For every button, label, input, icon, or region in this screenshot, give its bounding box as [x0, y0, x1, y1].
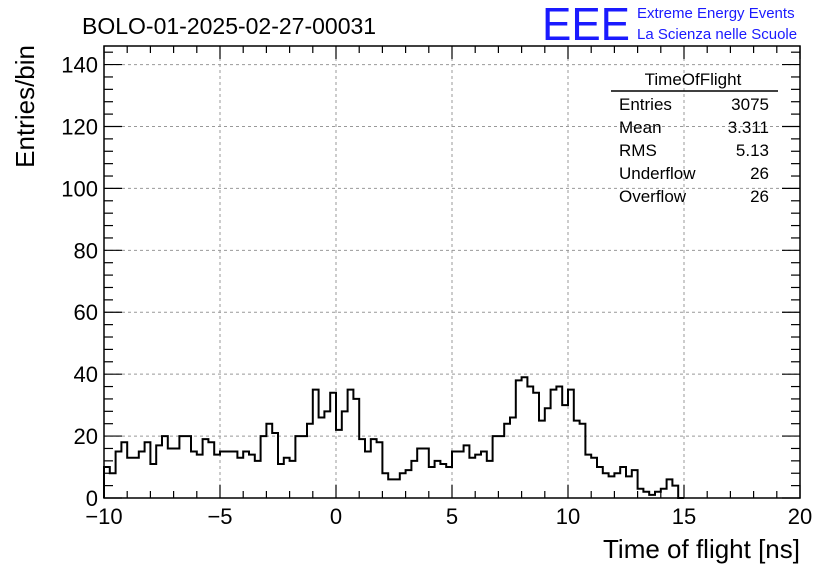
stats-row-value: 5.13	[736, 141, 769, 160]
histogram-bin	[475, 455, 481, 498]
histogram-bin	[539, 421, 545, 498]
x-tick-label: 20	[788, 504, 812, 529]
histogram-bin	[278, 464, 284, 498]
tick-labels: −10 −5 0 5 10 15 20 0 20 40 60 80 100 120 140	[61, 53, 812, 529]
x-axis-title: Time of flight [ns]	[603, 534, 800, 564]
histogram-bin	[191, 452, 197, 498]
stats-row-value: 3075	[731, 95, 769, 114]
histogram-bin	[429, 467, 435, 498]
axis-ticks	[103, 46, 801, 499]
histogram-bin	[487, 461, 493, 498]
stats-row-label: RMS	[619, 141, 657, 160]
histogram-bin	[545, 408, 551, 498]
histogram-outline	[103, 376, 684, 499]
eee-logo: EEE Extreme Energy Events La Scienza nel…	[542, 0, 797, 50]
y-tick-label: 120	[61, 114, 98, 139]
stats-rows: Entries 3075 Mean 3.311 RMS 5.13 Underflow 26 Ov…	[619, 95, 769, 206]
histogram-bin	[394, 479, 400, 498]
y-tick-label: 80	[74, 238, 98, 263]
y-tick-label: 140	[61, 53, 98, 78]
stats-row-label: Underflow	[619, 164, 696, 183]
stats-row-label: Mean	[619, 118, 662, 137]
stats-row-label: Entries	[619, 95, 672, 114]
histogram-bin	[458, 452, 464, 498]
histogram-bin	[440, 464, 446, 498]
histogram-bin	[574, 421, 580, 498]
histogram-bin	[127, 458, 133, 498]
x-tick-label: −5	[207, 504, 232, 529]
histogram-bin	[562, 405, 568, 498]
histogram-bin	[174, 448, 180, 498]
histogram-bin	[446, 467, 452, 498]
histogram-series	[103, 376, 684, 499]
histogram-bin	[220, 452, 226, 498]
histogram-bin	[406, 470, 412, 498]
y-tick-label: 20	[74, 424, 98, 449]
stats-row-value: 3.311	[728, 118, 769, 137]
x-tick-label: −10	[85, 504, 122, 529]
y-tick-label: 60	[74, 300, 98, 325]
y-axis-title: Entries/bin	[10, 45, 40, 168]
y-tick-label: 0	[86, 486, 98, 511]
x-tick-label: 10	[556, 504, 580, 529]
x-tick-label: 0	[330, 504, 342, 529]
y-tick-label: 100	[61, 176, 98, 201]
histogram-bin	[626, 476, 632, 498]
histogram-bin	[150, 464, 156, 498]
histogram-bin	[510, 418, 516, 498]
logo-line-1: Extreme Energy Events	[637, 5, 795, 22]
histogram-bin	[365, 452, 371, 498]
chart-title: BOLO-01-2025-02-27-00031	[82, 13, 376, 39]
stats-title: TimeOfFlight	[645, 70, 742, 89]
x-tick-label: 15	[672, 504, 696, 529]
histogram-bin	[197, 455, 203, 498]
histogram-bin	[609, 476, 615, 498]
y-tick-label: 40	[74, 362, 98, 387]
histogram-bin	[214, 455, 220, 498]
histogram-bin	[133, 458, 139, 498]
histogram-bin	[498, 436, 504, 498]
histogram-bin	[301, 436, 307, 498]
stats-row-label: Overflow	[619, 187, 687, 206]
histogram-bin	[527, 387, 533, 498]
stats-row-value: 26	[750, 164, 769, 183]
logo-mark: EEE	[542, 0, 630, 50]
histogram-bin	[585, 455, 591, 498]
histogram-bin	[319, 418, 325, 498]
histogram-bin	[469, 458, 475, 498]
histogram-bin	[168, 448, 174, 498]
histogram-bin	[255, 461, 261, 498]
histogram-bin	[290, 461, 296, 498]
histogram-bin	[336, 430, 342, 498]
histogram-bin	[237, 458, 243, 498]
histogram-bin	[388, 479, 394, 498]
grid	[104, 46, 800, 498]
histogram-bin	[522, 377, 528, 498]
stats-row-value: 26	[750, 187, 769, 206]
histogram-bin	[226, 452, 232, 498]
histogram-bin	[324, 411, 330, 498]
stats-box: TimeOfFlight Entries 3075 Mean 3.311 RMS 5.13…	[611, 70, 778, 206]
x-tick-label: 5	[446, 504, 458, 529]
logo-line-2: La Scienza nelle Scuole	[637, 26, 797, 43]
